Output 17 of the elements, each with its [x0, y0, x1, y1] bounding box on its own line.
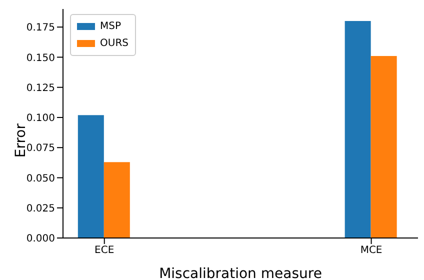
y-tick-label: 0.050: [26, 173, 55, 184]
y-tick-label: 0.175: [26, 22, 55, 34]
x-axis-title: Miscalibration measure: [159, 266, 322, 280]
y-tick-label: 0.075: [26, 143, 55, 154]
bar: [78, 115, 104, 238]
bar: [104, 162, 130, 238]
x-tick-label: ECE: [94, 245, 114, 256]
legend-label: OURS: [100, 37, 128, 51]
y-tick-label: 0.025: [26, 203, 55, 214]
y-tick-label: 0.000: [26, 234, 55, 245]
legend-label: MSP: [100, 20, 122, 34]
y-tick-label: 0.125: [26, 82, 55, 94]
y-tick-label: 0.150: [26, 52, 55, 64]
bar: [344, 21, 371, 238]
x-tick-label: MCE: [360, 245, 382, 256]
y-tick-label: 0.100: [26, 113, 55, 124]
bar: [370, 56, 397, 238]
